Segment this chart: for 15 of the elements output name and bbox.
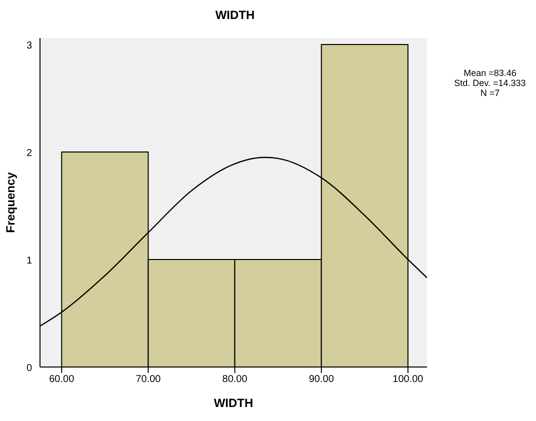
y-tick-label: 2 <box>26 148 32 159</box>
text: Std. Dev. =14.333 <box>453 78 527 88</box>
text: Mean =83.46 <box>462 68 518 78</box>
y-tick-label: 0 <box>26 363 32 374</box>
chart-title: WIDTH <box>214 8 256 22</box>
x-axis-title: WIDTH <box>214 396 254 410</box>
text: N =7 <box>479 88 501 98</box>
x-tick-label: 90.00 <box>308 374 334 386</box>
x-tick-label: 100.00 <box>392 374 424 386</box>
y-tick-label: 1 <box>26 255 32 266</box>
x-tick-label: 80.00 <box>222 374 248 386</box>
x-tick-label: 60.00 <box>49 374 75 386</box>
y-axis-title: Frequency <box>3 172 18 233</box>
y-tick-label: 3 <box>26 40 32 52</box>
x-tick-label: 70.00 <box>136 374 162 386</box>
